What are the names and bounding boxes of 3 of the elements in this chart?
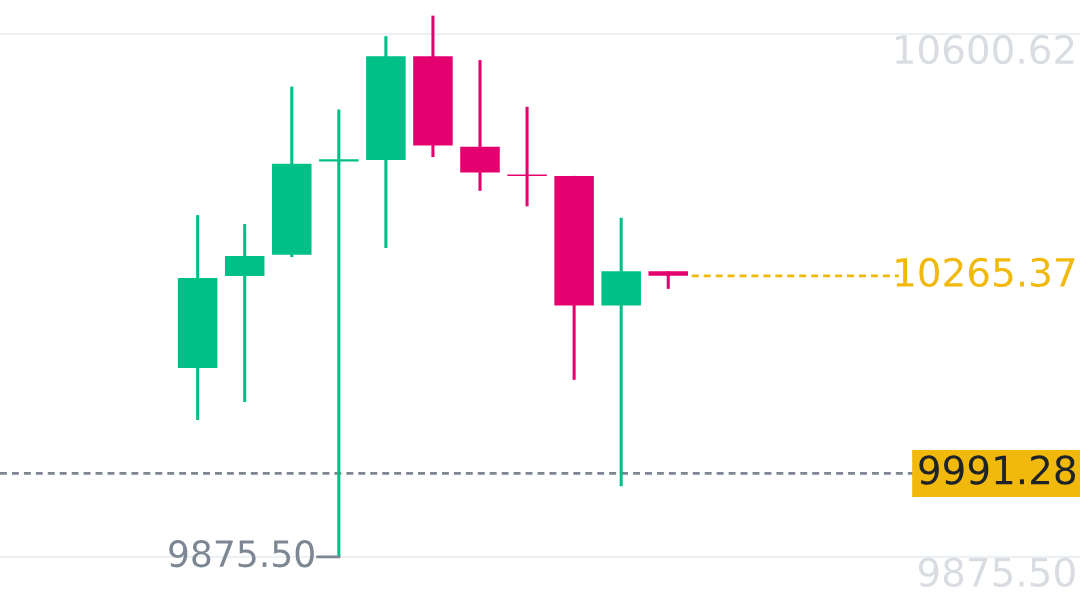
- ref-line-label: 9991.28: [919, 455, 1075, 485]
- annotation: 9875.50: [169, 540, 314, 568]
- ref-line-label: 10265.37: [896, 257, 1075, 288]
